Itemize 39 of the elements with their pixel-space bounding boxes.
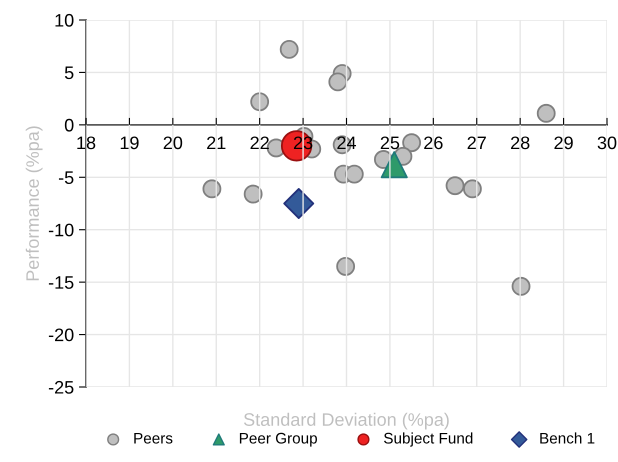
x-tick-label: 27 — [468, 136, 486, 150]
legend-label: Subject Fund — [384, 432, 472, 447]
y-tick-label: 5 — [64, 66, 74, 80]
x-tick-label: 29 — [554, 136, 573, 150]
x-tick-label: 20 — [164, 136, 182, 150]
point — [250, 92, 270, 112]
y-tick-label: -15 — [48, 276, 74, 289]
x-tick-label: 30 — [598, 136, 616, 150]
point — [446, 176, 464, 196]
point — [380, 151, 408, 178]
point — [402, 133, 422, 152]
x-tick-label: 19 — [120, 136, 139, 150]
x-tick-label: 25 — [380, 136, 400, 150]
y-tick-label: -5 — [58, 171, 74, 184]
legend-label: Peer Group — [240, 432, 317, 447]
point — [336, 257, 356, 276]
y-tick-label: -10 — [48, 224, 74, 236]
point — [280, 40, 299, 59]
point — [463, 179, 482, 198]
y-tick-label: -25 — [48, 380, 74, 394]
point — [344, 164, 364, 184]
legend-label: Bench 1 — [540, 432, 594, 444]
y-tick-label: -20 — [48, 328, 74, 342]
x-tick-label: 22 — [250, 136, 269, 150]
y-axis-title: Performance (%pa) — [26, 126, 43, 280]
x-tick-label: 28 — [511, 136, 530, 150]
x-tick-label: 26 — [424, 136, 443, 150]
point — [202, 179, 222, 198]
y-tick-label: 0 — [64, 118, 74, 132]
point — [244, 184, 263, 204]
point — [328, 72, 348, 92]
x-tick-label: 24 — [337, 136, 356, 150]
point — [283, 188, 314, 219]
x-axis-title: Standard Deviation (%pa) — [244, 412, 449, 430]
x-tick-label: 21 — [207, 136, 226, 150]
legend-label: Peers — [134, 432, 172, 444]
y-tick-label: 10 — [55, 14, 74, 27]
point — [512, 276, 530, 296]
point — [536, 104, 556, 123]
